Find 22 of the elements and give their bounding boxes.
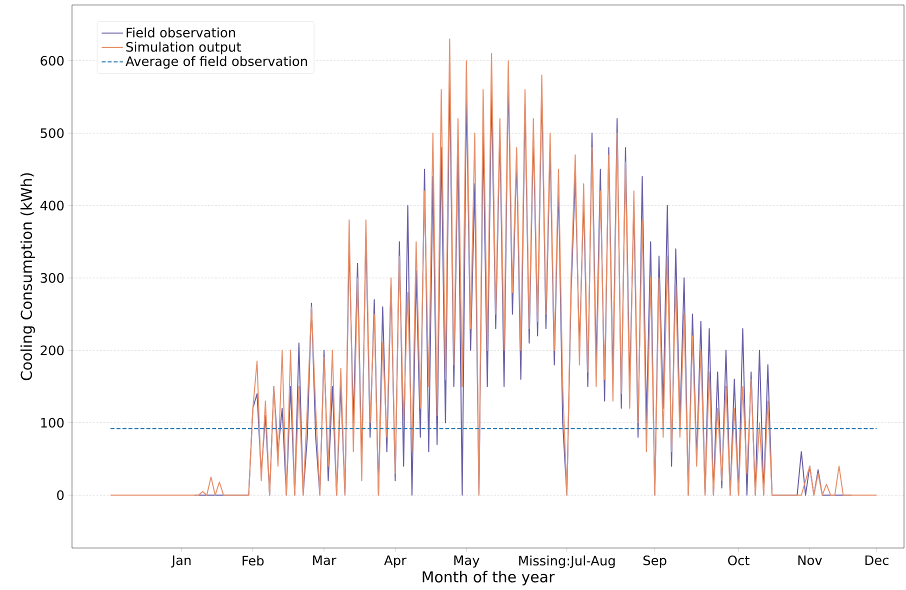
x-axis-title: Month of the year (422, 570, 555, 586)
x-tick-label: Nov (798, 556, 822, 566)
y-tick-label: 100 (41, 418, 64, 428)
y-tick-label: 600 (40, 56, 64, 66)
legend-label: Simulation output (126, 42, 242, 54)
y-tick-label: 0 (57, 490, 64, 500)
x-tick-label: May (454, 556, 480, 568)
x-tick-label: Jan (171, 556, 191, 568)
x-tick-label: Dec (865, 556, 888, 566)
x-tick-label: Apr (384, 556, 406, 568)
y-tick-label: 400 (40, 200, 64, 210)
x-tick-label: Sep (643, 556, 666, 568)
legend-label: Field observation (126, 27, 236, 38)
x-tick-label: Oct (728, 556, 750, 566)
x-tick-label: Feb (242, 556, 264, 566)
y-axis-title: Cooling Consumption (kWh) (20, 173, 35, 380)
y-tick-label: 500 (40, 128, 64, 138)
y-tick-label: 200 (40, 345, 64, 356)
y-tick-label: 300 (40, 273, 64, 283)
x-tick-label: Missing:Jul-Aug (519, 556, 615, 568)
legend-label: Average of field observation (126, 56, 307, 69)
x-tick-label: Mar (313, 556, 336, 566)
